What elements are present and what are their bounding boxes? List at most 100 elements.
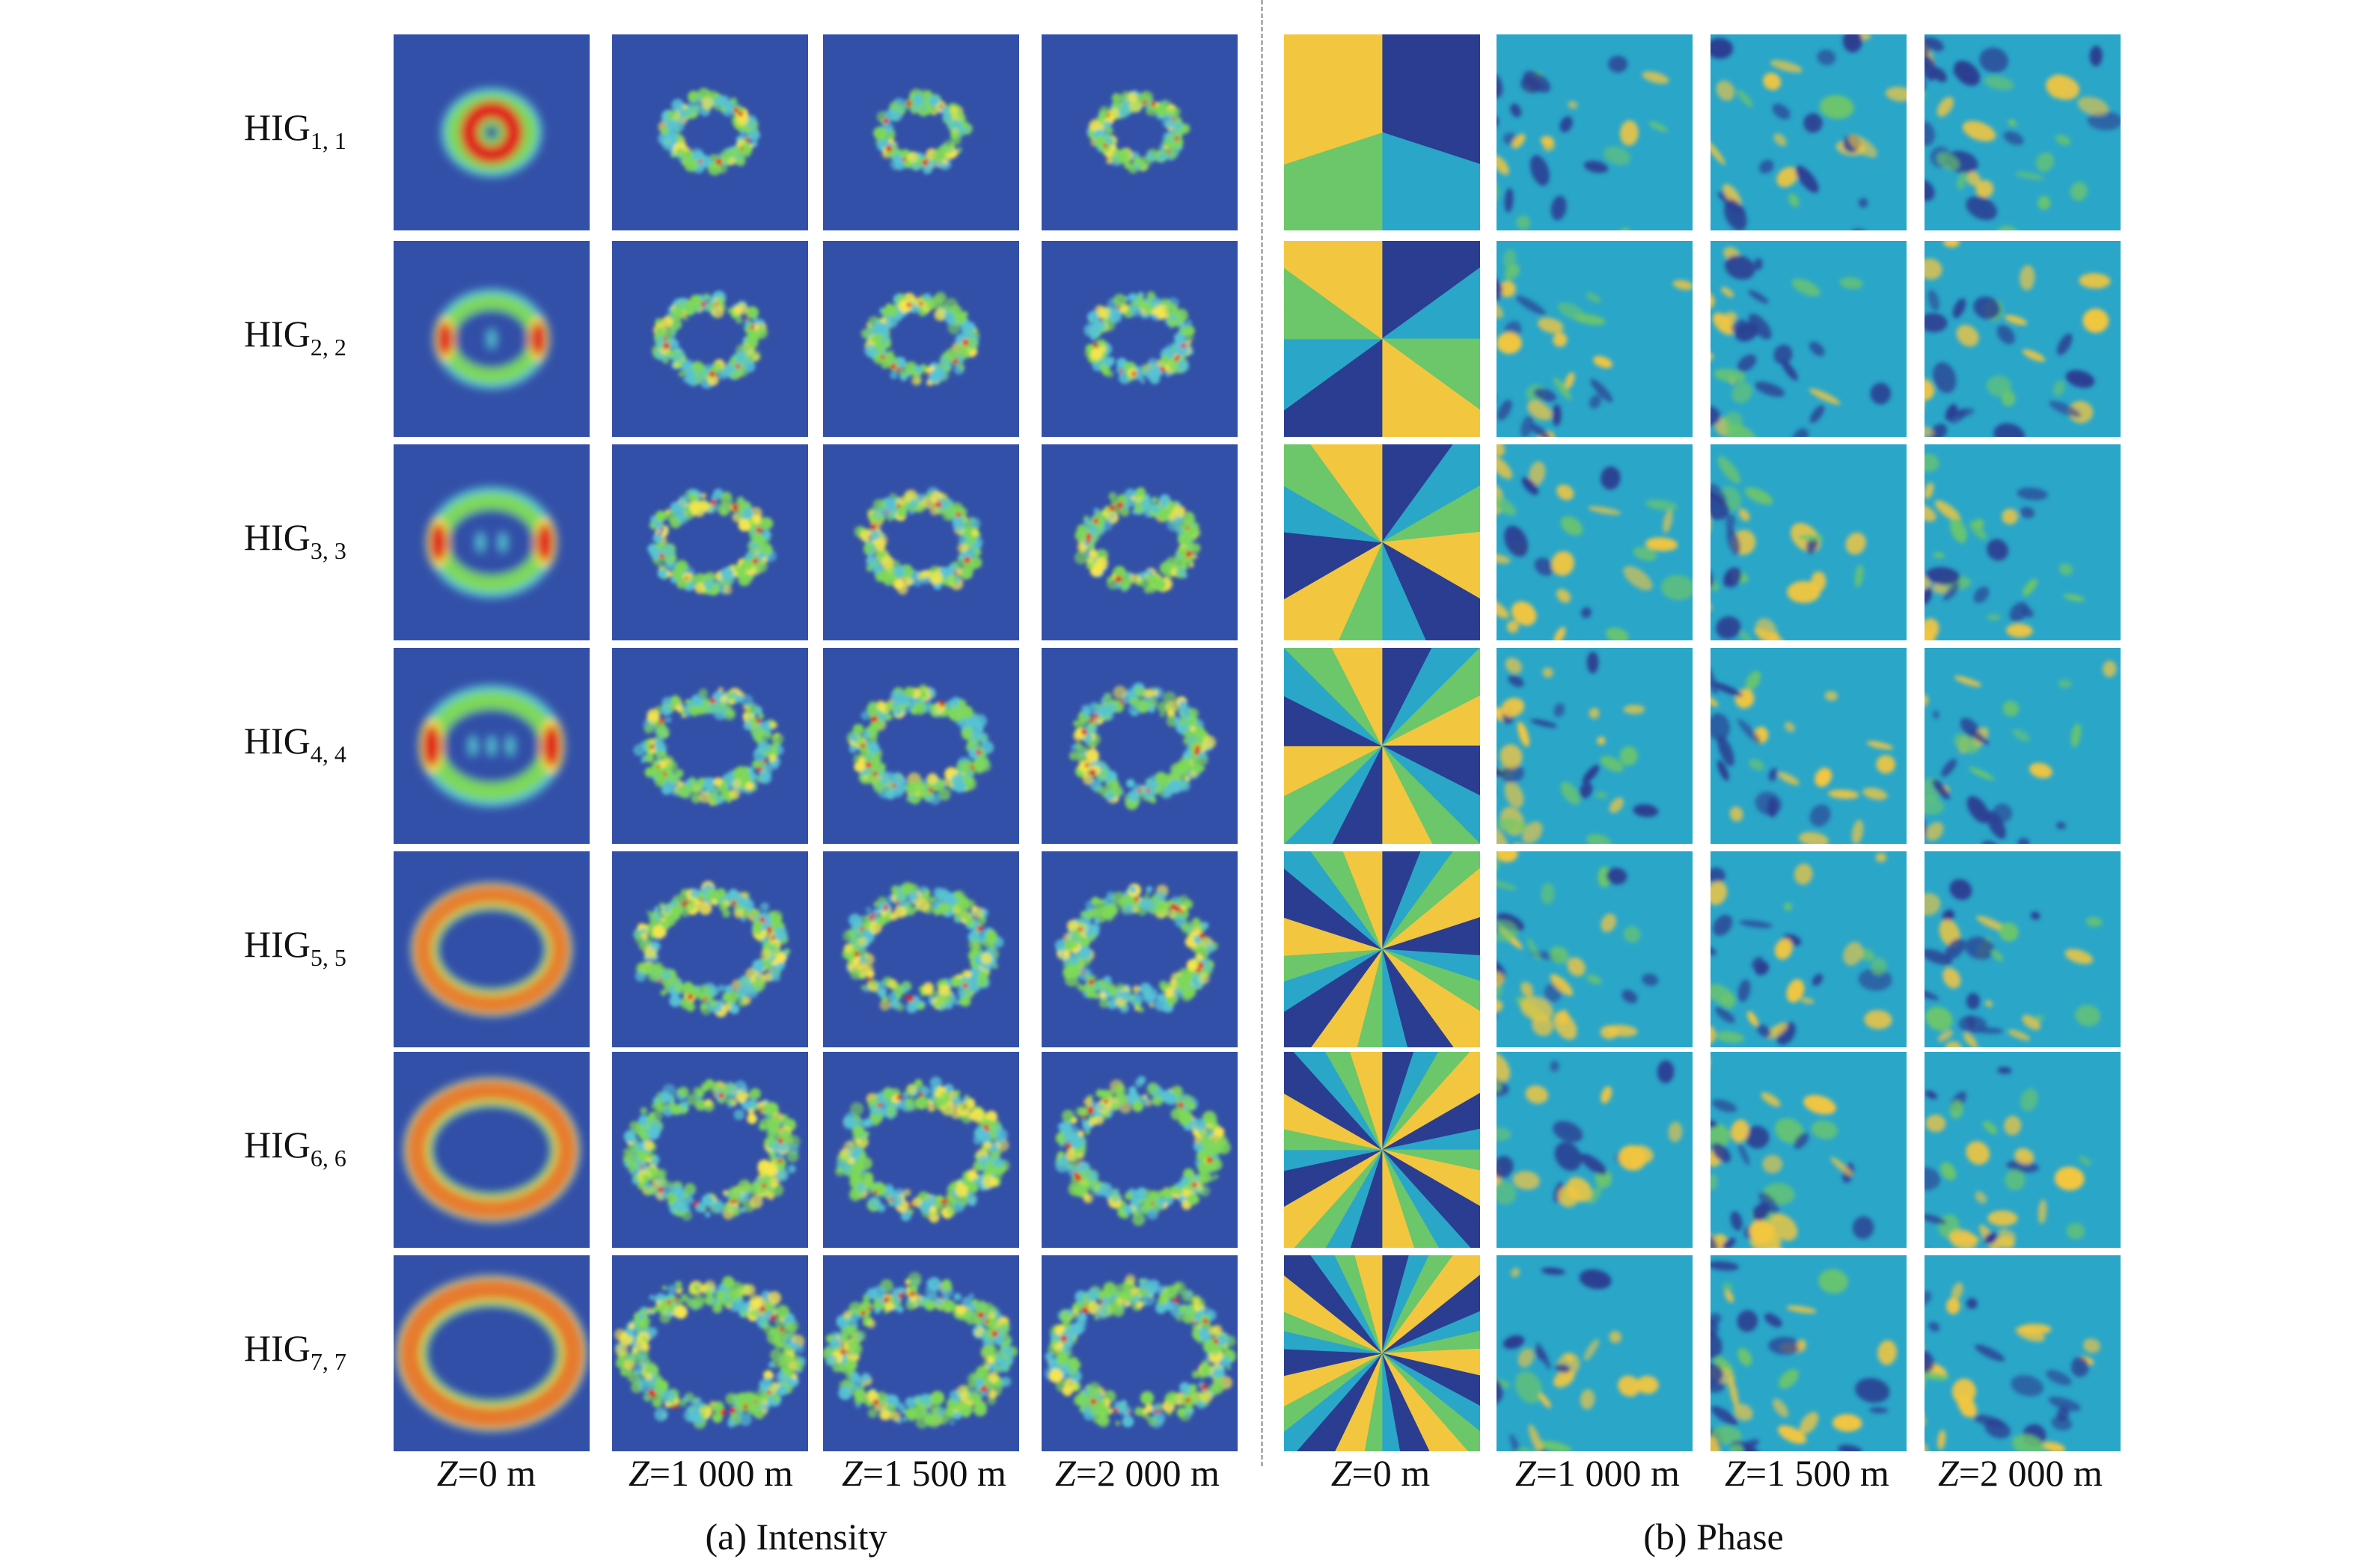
column-label-value: =0 m	[1351, 1452, 1431, 1494]
column-label: Z=1 000 m	[606, 1451, 816, 1495]
column-label-value: =1 000 m	[1535, 1452, 1680, 1494]
phase-tile	[1711, 241, 1907, 437]
phase-tile	[1711, 1052, 1907, 1248]
row-label: HIG4, 4	[244, 722, 386, 766]
intensity-tile	[1042, 444, 1238, 640]
intensity-tile	[823, 851, 1019, 1047]
phase-tile	[1284, 648, 1480, 844]
intensity-tile	[823, 1255, 1019, 1451]
row-label: HIG3, 3	[244, 518, 386, 563]
phase-tile	[1497, 1255, 1693, 1451]
column-label-variable: Z	[1330, 1452, 1352, 1494]
row-label: HIG1, 1	[244, 108, 386, 153]
column-label: Z=0 m	[1276, 1451, 1485, 1495]
phase-tile	[1711, 444, 1907, 640]
intensity-tile	[394, 241, 590, 437]
row-label-subscript: 5, 5	[310, 944, 346, 971]
row-label: HIG7, 7	[244, 1329, 386, 1373]
row-label: HIG2, 2	[244, 315, 386, 359]
column-label-value: =1 000 m	[649, 1452, 793, 1494]
row-label-base: HIG	[244, 106, 311, 148]
row-label-base: HIG	[244, 923, 311, 965]
intensity-tile	[823, 648, 1019, 844]
intensity-tile	[612, 444, 808, 640]
phase-tile	[1497, 444, 1693, 640]
column-label-variable: Z	[629, 1452, 649, 1494]
phase-tile	[1497, 34, 1693, 230]
phase-tile	[1711, 34, 1907, 230]
column-label: Z=0 m	[382, 1451, 591, 1495]
column-label-value: =2 000 m	[1075, 1452, 1220, 1494]
phase-tile	[1925, 34, 2121, 230]
row-label-subscript: 1, 1	[310, 127, 346, 154]
intensity-tile	[1042, 1052, 1238, 1248]
intensity-tile	[1042, 34, 1238, 230]
phase-tile	[1925, 241, 2121, 437]
phase-tile	[1497, 851, 1693, 1047]
column-label-variable: Z	[436, 1452, 458, 1494]
row-label-subscript: 3, 3	[310, 537, 346, 564]
intensity-tile	[823, 444, 1019, 640]
intensity-tile	[394, 1255, 590, 1451]
row-label-base: HIG	[244, 720, 311, 762]
intensity-tile	[612, 1052, 808, 1248]
phase-tile	[1284, 1255, 1480, 1451]
column-label-variable: Z	[1055, 1452, 1076, 1494]
intensity-tile	[1042, 241, 1238, 437]
phase-tile	[1284, 241, 1480, 437]
phase-tile	[1497, 241, 1693, 437]
row-label-base: HIG	[244, 516, 311, 558]
row-label-subscript: 7, 7	[310, 1348, 346, 1375]
phase-tile	[1497, 1052, 1693, 1248]
column-label-variable: Z	[842, 1452, 863, 1494]
phase-tile	[1284, 34, 1480, 230]
panel-divider	[1261, 0, 1263, 1466]
phase-tile	[1284, 444, 1480, 640]
intensity-tile	[612, 648, 808, 844]
intensity-tile	[394, 851, 590, 1047]
phase-tile	[1711, 1255, 1907, 1451]
phase-tile	[1925, 1052, 2121, 1248]
panel-caption-b: (b) Phase	[1643, 1516, 1784, 1558]
phase-tile	[1284, 1052, 1480, 1248]
column-label-variable: Z	[1725, 1452, 1746, 1494]
column-label: Z=1 000 m	[1493, 1451, 1702, 1495]
column-label-variable: Z	[1938, 1452, 1959, 1494]
phase-tile	[1925, 1255, 2121, 1451]
column-label: Z=1 500 m	[1702, 1451, 1912, 1495]
intensity-tile	[394, 648, 590, 844]
row-label: HIG6, 6	[244, 1126, 386, 1170]
row-label-base: HIG	[244, 1327, 311, 1369]
row-label-base: HIG	[244, 313, 311, 355]
row-label: HIG5, 5	[244, 925, 386, 970]
column-label: Z=2 000 m	[1033, 1451, 1242, 1495]
column-label-variable: Z	[1515, 1452, 1536, 1494]
column-label-value: =0 m	[457, 1452, 536, 1494]
intensity-tile	[612, 851, 808, 1047]
row-label-base: HIG	[244, 1124, 311, 1166]
phase-tile	[1925, 444, 2121, 640]
phase-tile	[1497, 648, 1693, 844]
row-label-subscript: 2, 2	[310, 334, 346, 361]
intensity-tile	[394, 444, 590, 640]
intensity-tile	[1042, 851, 1238, 1047]
column-label-value: =1 500 m	[1745, 1452, 1889, 1494]
phase-tile	[1925, 851, 2121, 1047]
panel-caption-a: (a) Intensity	[705, 1516, 887, 1558]
column-label-value: =2 000 m	[1958, 1452, 2103, 1494]
column-label-value: =1 500 m	[862, 1452, 1006, 1494]
intensity-tile	[612, 1255, 808, 1451]
intensity-tile	[612, 241, 808, 437]
column-label: Z=1 500 m	[819, 1451, 1029, 1495]
intensity-tile	[1042, 1255, 1238, 1451]
intensity-tile	[612, 34, 808, 230]
phase-tile	[1711, 851, 1907, 1047]
phase-tile	[1284, 851, 1480, 1047]
intensity-tile	[394, 1052, 590, 1248]
row-label-subscript: 4, 4	[310, 741, 346, 768]
intensity-tile	[394, 34, 590, 230]
row-label-subscript: 6, 6	[310, 1145, 346, 1172]
intensity-tile	[823, 241, 1019, 437]
phase-tile	[1711, 648, 1907, 844]
